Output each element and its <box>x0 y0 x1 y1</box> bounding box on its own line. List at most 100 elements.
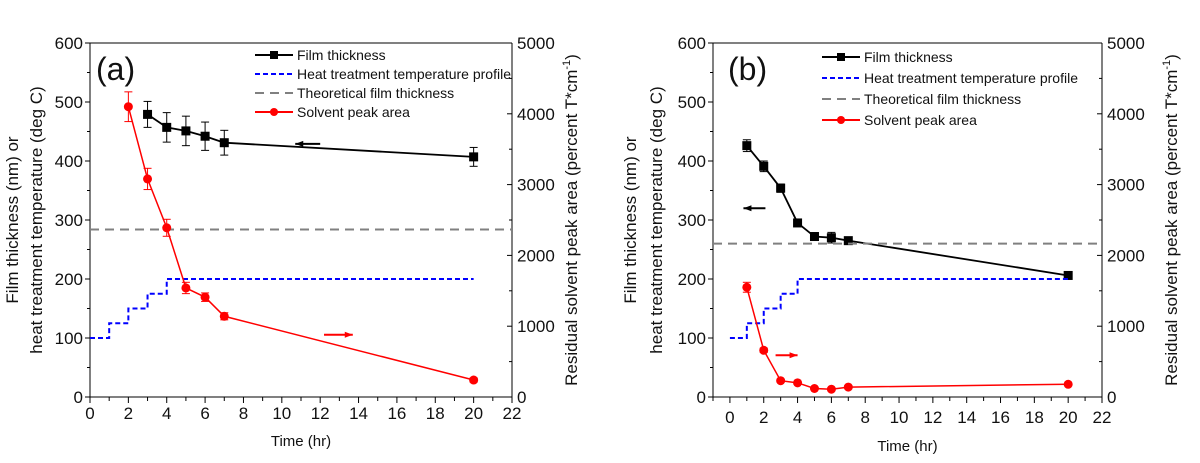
temperature-profile-line <box>90 278 474 339</box>
series-solvent-peak-area <box>123 91 479 385</box>
legend-item: Heat treatment temperature profile <box>255 66 511 82</box>
y2-tick-label: 3000 <box>517 176 555 195</box>
y2-axis-title: Residual solvent peak area (percent T*cm… <box>561 54 581 386</box>
y2-axis-title-close: ) <box>1162 54 1181 60</box>
x-tick-label: 18 <box>426 404 445 423</box>
y2-tick-label: 1000 <box>1107 317 1145 336</box>
chart-panel-b: 0 2 4 6 8 10 12 14 16 18 20 22010020030040050060001… <box>621 34 1181 455</box>
y-tick-label: 100 <box>678 329 706 348</box>
legend: Film thickness Heat treatment temperature… <box>255 47 511 120</box>
data-point-circle <box>181 283 191 293</box>
data-point-circle <box>123 102 133 112</box>
data-point-square <box>742 141 752 151</box>
data-point-circle <box>809 384 819 394</box>
data-point-circle <box>843 382 853 392</box>
legend-item: Film thickness <box>255 47 386 63</box>
legend: Film thickness Heat treatment temperature… <box>822 49 1078 128</box>
y2-tick-label: 4000 <box>517 105 555 124</box>
y-tick-label: 400 <box>55 152 83 171</box>
left-axis-arrow <box>295 140 321 147</box>
data-point-circle <box>1063 379 1073 389</box>
x-tick-label: 14 <box>349 404 368 423</box>
series-line <box>746 145 1069 277</box>
y2-tick-label: 2000 <box>517 246 555 265</box>
x-tick-label: 16 <box>387 404 406 423</box>
legend-marker-circle <box>837 116 845 124</box>
y2-tick-label: 3000 <box>1107 176 1145 195</box>
legend-label: Solvent peak area <box>864 112 977 128</box>
y2-tick-label: 2000 <box>1107 246 1145 265</box>
chart-panel-a: 0 2 4 6 8 10 12 14 16 18 20 22010020030040050060001… <box>3 34 581 450</box>
legend-item: Theoretical film thickness <box>822 91 1021 107</box>
x-tick-label: 8 <box>860 408 869 427</box>
y2-axis-title-main: Residual solvent peak area (percent T*cm <box>562 70 581 386</box>
arrow-head <box>789 352 798 359</box>
x-tick-label: 22 <box>1093 408 1112 427</box>
y2-tick-label: 0 <box>1107 388 1116 407</box>
x-tick-label: 4 <box>162 404 171 423</box>
legend-item: Film thickness <box>822 49 953 65</box>
legend-label: Solvent peak area <box>297 104 410 120</box>
arrow-head <box>743 205 752 212</box>
legend-label: Heat treatment temperature profile <box>297 66 511 82</box>
y-tick-label: 300 <box>55 211 83 230</box>
y-tick-label: 400 <box>678 152 706 171</box>
x-tick-label: 10 <box>890 408 909 427</box>
x-axis-title: Time (hr) <box>877 438 937 455</box>
x-tick-label: 18 <box>1025 408 1044 427</box>
x-tick-label: 22 <box>503 404 522 423</box>
y-tick-label: 500 <box>678 93 706 112</box>
legend-item: Theoretical film thickness <box>255 85 454 101</box>
panel-label: (b) <box>728 51 767 87</box>
data-point-square <box>181 126 191 136</box>
arrow-head <box>295 140 304 147</box>
y2-axis-title: Residual solvent peak area (percent T*cm… <box>1161 54 1181 386</box>
data-point-circle <box>200 292 210 302</box>
y2-tick-label: 4000 <box>1107 105 1145 124</box>
y-tick-label: 600 <box>678 34 706 53</box>
y-axis-title-line1: Film thickness (nm) or <box>3 136 22 304</box>
temperature-profile-line <box>729 278 1069 339</box>
series-solvent-peak-area <box>742 281 1073 394</box>
data-point-square <box>162 122 172 132</box>
y-tick-label: 200 <box>678 270 706 289</box>
x-axis-title: Time (hr) <box>271 433 331 450</box>
left-axis-arrow <box>743 205 766 212</box>
data-point-circle <box>776 376 786 386</box>
series-heat-treatment-temperature-profile <box>729 278 1069 339</box>
data-point-square <box>759 161 769 171</box>
data-point-circle <box>793 378 803 388</box>
y-axis-title-line2: heat treatment temperature (deg C) <box>27 86 46 353</box>
data-point-circle <box>826 384 836 394</box>
y-tick-label: 600 <box>55 34 83 53</box>
x-tick-label: 2 <box>759 408 768 427</box>
data-point-circle <box>219 311 229 321</box>
x-tick-label: 10 <box>272 404 291 423</box>
legend-item: Solvent peak area <box>255 104 410 120</box>
data-point-square <box>469 152 479 162</box>
series-line <box>147 113 474 158</box>
data-point-square <box>793 218 803 228</box>
x-tick-label: 12 <box>311 404 330 423</box>
series-film-thickness <box>143 100 479 167</box>
x-tick-label: 4 <box>793 408 802 427</box>
series-heat-treatment-temperature-profile <box>90 278 474 339</box>
series-line <box>746 287 1069 390</box>
panel-label: (a) <box>96 51 135 87</box>
y-tick-label: 100 <box>55 329 83 348</box>
y-tick-label: 0 <box>74 388 83 407</box>
x-tick-label: 16 <box>991 408 1010 427</box>
data-point-square <box>826 233 836 243</box>
legend-item: Heat treatment temperature profile <box>822 70 1078 86</box>
data-point-square <box>143 109 153 119</box>
y2-axis-title-superscript: -1 <box>1161 60 1173 70</box>
data-point-square <box>776 183 786 193</box>
x-tick-label: 8 <box>239 404 248 423</box>
legend-marker-square <box>837 53 845 61</box>
legend-item: Solvent peak area <box>822 112 977 128</box>
data-point-circle <box>469 375 479 385</box>
y-axis-title-line2: heat treatment temperature (deg C) <box>647 86 666 353</box>
y2-tick-label: 5000 <box>517 34 555 53</box>
data-point-circle <box>742 282 752 292</box>
data-point-square <box>809 232 819 242</box>
